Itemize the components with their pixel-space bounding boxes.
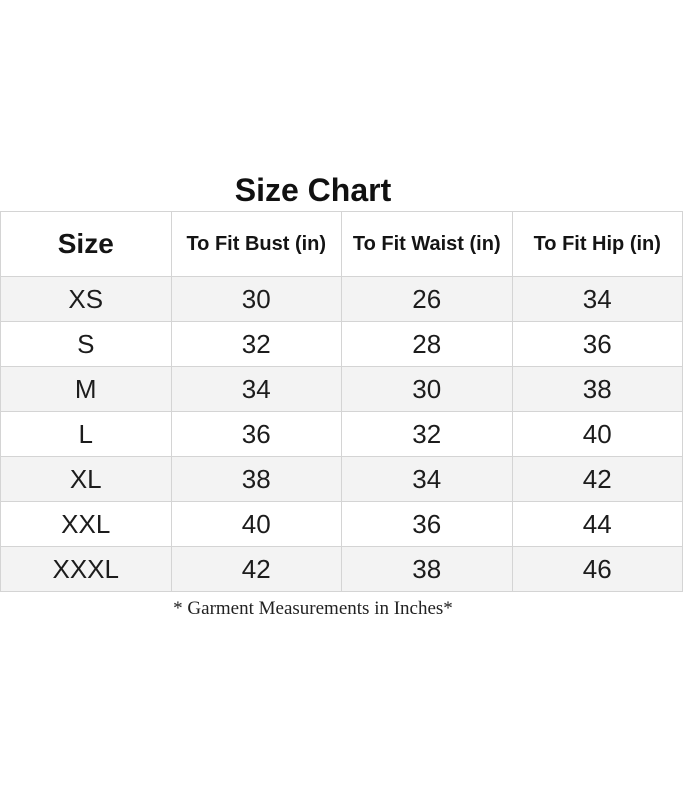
cell-bust: 38	[170, 456, 342, 502]
cell-size: M	[0, 366, 172, 412]
cell-bust: 30	[170, 276, 342, 322]
cell-bust: 40	[170, 501, 342, 547]
cell-bust: 42	[170, 546, 342, 592]
cell-hip: 44	[511, 501, 683, 547]
footnote: * Garment Measurements in Inches*	[173, 598, 453, 619]
cell-waist: 34	[341, 456, 513, 502]
table-header-row: Size To Fit Bust (in) To Fit Waist (in) …	[0, 211, 683, 277]
table-row-s: S 32 28 36	[0, 321, 683, 367]
column-header-bust: To Fit Bust (in)	[170, 211, 342, 277]
table-row-xl: XL 38 34 42	[0, 456, 683, 502]
cell-bust: 36	[170, 411, 342, 457]
cell-hip: 46	[511, 546, 683, 592]
page-title: Size Chart	[234, 172, 392, 208]
cell-size: XXXL	[0, 546, 172, 592]
table-row-l: L 36 32 40	[0, 411, 683, 457]
column-header-waist: To Fit Waist (in)	[341, 211, 513, 277]
cell-hip: 42	[511, 456, 683, 502]
table-row-xxxl: XXXL 42 38 46	[0, 546, 683, 592]
table-row-xs: XS 30 26 34	[0, 276, 683, 322]
cell-size: XS	[0, 276, 172, 322]
cell-hip: 34	[511, 276, 683, 322]
cell-bust: 32	[170, 321, 342, 367]
cell-waist: 28	[341, 321, 513, 367]
cell-size: L	[0, 411, 172, 457]
cell-waist: 26	[341, 276, 513, 322]
cell-size: S	[0, 321, 172, 367]
cell-waist: 38	[341, 546, 513, 592]
table-row-m: M 34 30 38	[0, 366, 683, 412]
cell-bust: 34	[170, 366, 342, 412]
cell-hip: 38	[511, 366, 683, 412]
cell-hip: 40	[511, 411, 683, 457]
cell-size: XXL	[0, 501, 172, 547]
column-header-size: Size	[0, 211, 172, 277]
size-chart-table: Size To Fit Bust (in) To Fit Waist (in) …	[0, 211, 683, 592]
cell-hip: 36	[511, 321, 683, 367]
cell-waist: 30	[341, 366, 513, 412]
cell-waist: 32	[341, 411, 513, 457]
table-row-xxl: XXL 40 36 44	[0, 501, 683, 547]
column-header-hip: To Fit Hip (in)	[511, 211, 683, 277]
cell-size: XL	[0, 456, 172, 502]
cell-waist: 36	[341, 501, 513, 547]
